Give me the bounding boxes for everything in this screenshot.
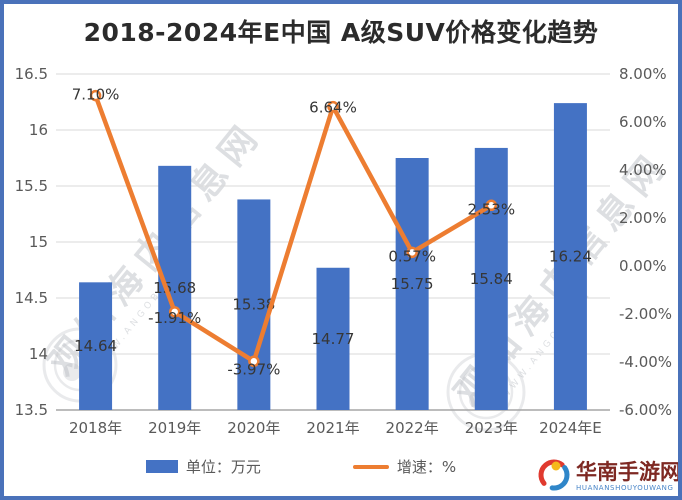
chart-title: 2018-2024年E中国 A级SUV价格变化趋势 — [83, 18, 599, 47]
legend-label-bar: 单位：万元 — [185, 458, 261, 476]
right-axis-tick-label: 2.00% — [619, 209, 667, 227]
left-axis-tick-label: 14.5 — [15, 289, 48, 307]
line-marker-icon — [327, 100, 339, 113]
right-axis-tick-label: 4.00% — [619, 161, 667, 179]
legend-item-bar: 单位：万元 — [145, 456, 261, 477]
bar — [79, 282, 113, 410]
bar — [553, 103, 587, 411]
bar — [474, 147, 508, 411]
category-label: 2021年 — [306, 419, 359, 437]
line-value-label: -3.97% — [227, 360, 280, 378]
bar — [395, 158, 429, 410]
right-axis-tick-label: -4.00% — [619, 353, 672, 371]
bar — [316, 267, 350, 410]
category-label: 2018年 — [69, 419, 122, 437]
growth-line — [93, 93, 494, 364]
left-axis-tick-label: 14 — [29, 345, 48, 363]
left-axis-tick-label: 13.5 — [15, 401, 48, 419]
chart-legend: 单位：万元 增速：% — [0, 456, 682, 477]
line-value-label: 6.64% — [309, 99, 357, 117]
site-logo-subtitle: HUANANSHOUYOUWANG — [576, 484, 674, 492]
bar-value-label: 16.24 — [549, 248, 592, 266]
category-label: 2020年 — [227, 419, 280, 437]
bar-value-label: 15.84 — [470, 270, 513, 288]
category-label: 2023年 — [465, 419, 518, 437]
bar-value-label: 14.64 — [74, 337, 117, 355]
line-value-label: 7.10% — [72, 86, 120, 104]
line-marker-icon — [406, 246, 418, 259]
line-marker-icon — [485, 199, 498, 212]
line-value-label: 0.57% — [388, 247, 436, 265]
category-label: 2019年 — [148, 419, 201, 437]
category-label: 2024年E — [539, 419, 602, 437]
bar-series-swatch-icon — [145, 460, 178, 473]
right-axis-tick-label: 0.00% — [619, 257, 667, 275]
left-axis-tick-label: 15.5 — [15, 177, 48, 195]
right-axis-tick-label: 6.00% — [619, 113, 667, 131]
bar-value-label: 15.68 — [153, 279, 196, 297]
right-axis-tick-label: 8.00% — [619, 65, 667, 83]
right-axis-tick-label: -2.00% — [619, 305, 672, 323]
right-axis-tick-label: -6.00% — [619, 401, 672, 419]
line-value-label: 2.53% — [467, 200, 515, 218]
left-axis-tick-label: 16 — [29, 121, 48, 139]
line-series-swatch-icon — [352, 464, 389, 469]
line-marker-icon — [168, 306, 181, 318]
bar-value-label: 14.77 — [312, 330, 355, 348]
site-logo-icon — [535, 456, 573, 498]
left-axis-tick-label: 16.5 — [15, 65, 48, 83]
site-logo: 华南手游网 HUANANSHOUYOUWANG — [533, 456, 681, 498]
legend-item-line: 增速：% — [352, 456, 457, 477]
legend-label-line: 增速：% — [396, 458, 457, 476]
bar-value-label: 15.75 — [391, 275, 434, 293]
bar-value-label: 15.38 — [232, 296, 275, 314]
bar — [237, 199, 271, 410]
site-logo-name: 华南手游网 — [576, 460, 681, 484]
line-value-label: -1.91% — [148, 309, 201, 327]
line-marker-icon — [89, 89, 102, 102]
line-marker-icon — [248, 355, 260, 368]
category-label: 2022年 — [386, 419, 439, 437]
left-axis-tick-label: 15 — [29, 233, 48, 251]
